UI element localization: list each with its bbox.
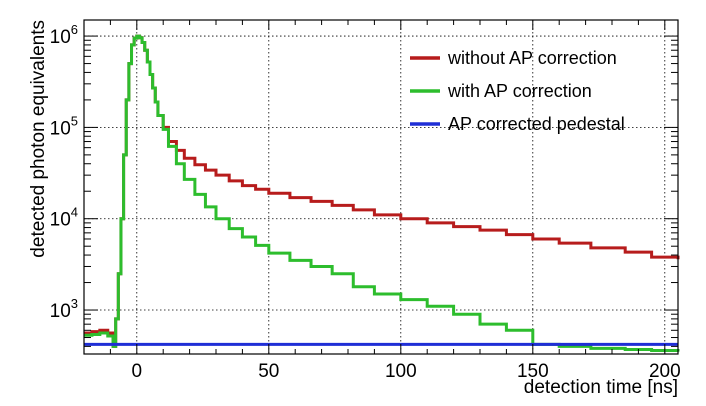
y-tick-label: 104 [50, 205, 78, 231]
plot-area [84, 20, 678, 354]
legend-label-with-ap-correction: with AP correction [447, 81, 592, 101]
legend-label-without-ap-correction: without AP correction [447, 48, 617, 68]
y-tick-label: 103 [50, 296, 78, 322]
x-tick-label: 150 [517, 361, 549, 382]
legend-label-ap-corrected-pedestal: AP corrected pedestal [448, 114, 625, 134]
series-with-ap-correction [84, 34, 680, 353]
x-axis: 0 50 100 150 200 [83, 20, 681, 382]
legend: without AP correction with AP correction A… [410, 48, 625, 134]
grid [84, 20, 678, 354]
x-tick-label: 200 [649, 361, 681, 382]
x-tick-label: 100 [385, 361, 417, 382]
y-tick-label: 106 [50, 22, 78, 48]
plot-frame [83, 19, 679, 355]
x-tick-label: 0 [132, 361, 143, 382]
y-axis-title: detected photon equivalents [28, 20, 49, 258]
y-tick-label: 105 [50, 113, 78, 139]
x-axis-title: detection time [ns] [524, 377, 678, 398]
series-group [84, 34, 680, 353]
x-tick-label: 50 [258, 361, 279, 382]
y-axis: 103 104 105 106 [50, 22, 678, 347]
